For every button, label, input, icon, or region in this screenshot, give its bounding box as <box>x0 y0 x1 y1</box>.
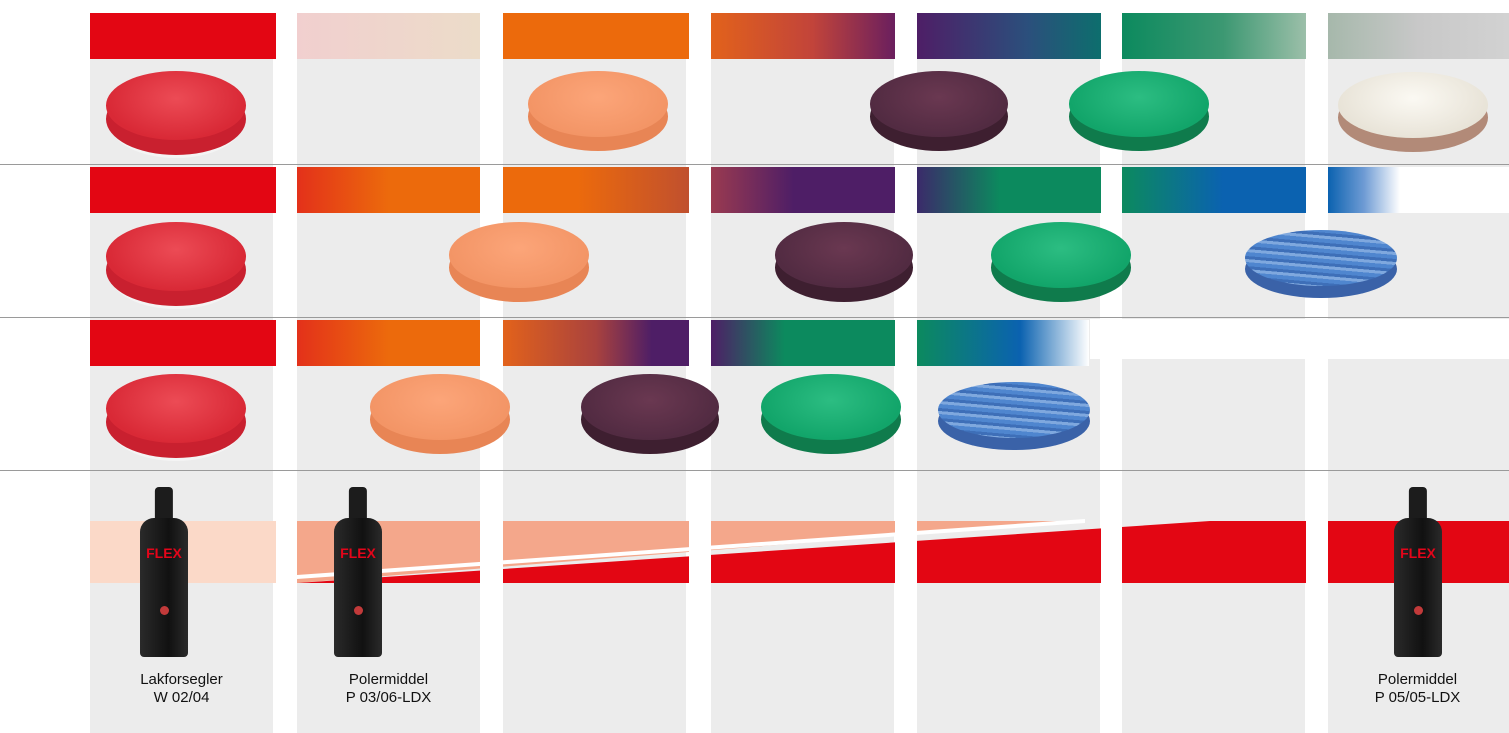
row-2-bar-1 <box>90 167 276 213</box>
orange-foam-pad <box>370 374 510 454</box>
polish-bottle-icon: FLEX <box>334 487 382 657</box>
product-name: Lakforsegler <box>140 671 223 688</box>
product-label: Polermiddel P 05/05-LDX <box>1326 671 1509 707</box>
row-3-bar-3 <box>503 320 689 366</box>
row-2-bar-5 <box>917 167 1101 213</box>
row-1-bar-1 <box>90 13 276 59</box>
row-1-bar-7 <box>1328 13 1509 59</box>
bottle-brand-label: FLEX <box>146 544 182 561</box>
green-foam-pad <box>1069 71 1209 151</box>
green-foam-pad <box>991 222 1131 302</box>
product-code: P 03/06-LDX <box>345 689 432 706</box>
row-divider-1 <box>0 164 1509 165</box>
red-foam-pad <box>106 374 246 462</box>
white-wool-pad <box>1338 72 1488 152</box>
red-foam-pad <box>106 222 246 310</box>
row-2-bar-2 <box>297 167 480 213</box>
row-divider-3 <box>0 470 1509 471</box>
blue-microfiber-pad <box>1245 230 1397 298</box>
red-foam-pad <box>106 71 246 159</box>
row-1-bar-3 <box>503 13 689 59</box>
product-code: P 05/05-LDX <box>1374 689 1461 706</box>
row-1-bar-2 <box>297 13 480 59</box>
row-1-bar-5 <box>917 13 1101 59</box>
column-4 <box>711 13 894 733</box>
row-divider-2 <box>0 317 1509 318</box>
row-2-bar-3 <box>503 167 689 213</box>
orange-foam-pad <box>449 222 589 302</box>
bottle-brand-label: FLEX <box>340 544 376 561</box>
polish-bottle-icon: FLEX <box>140 487 188 657</box>
purple-foam-pad <box>870 71 1008 151</box>
orange-foam-pad <box>528 71 668 151</box>
bottle-brand-label: FLEX <box>1400 544 1436 561</box>
row-3-bar-4 <box>711 320 895 366</box>
polish-bottle-icon: FLEX <box>1394 487 1442 657</box>
purple-foam-pad <box>581 374 719 454</box>
blue-microfiber-pad <box>938 382 1090 450</box>
product-code: W 02/04 <box>153 689 210 706</box>
green-foam-pad <box>761 374 901 454</box>
row-3-empty-area <box>1090 319 1509 359</box>
row-1-bar-6 <box>1122 13 1306 59</box>
purple-foam-pad <box>775 222 913 302</box>
product-name: Polermiddel <box>348 671 429 688</box>
row-2-bar-7 <box>1328 167 1400 213</box>
product-label: Lakforsegler W 02/04 <box>90 671 273 707</box>
row-1-bar-4 <box>711 13 895 59</box>
row-2-empty-area <box>1400 167 1509 213</box>
row-3-bar-2 <box>297 320 480 366</box>
product-label: Polermiddel P 03/06-LDX <box>297 671 480 707</box>
row-3-bar-5 <box>917 320 1089 366</box>
row-2-bar-4 <box>711 167 895 213</box>
row-3-bar-1 <box>90 320 276 366</box>
product-name: Polermiddel <box>1377 671 1458 688</box>
row-2-bar-6 <box>1122 167 1306 213</box>
column-2 <box>297 13 480 733</box>
